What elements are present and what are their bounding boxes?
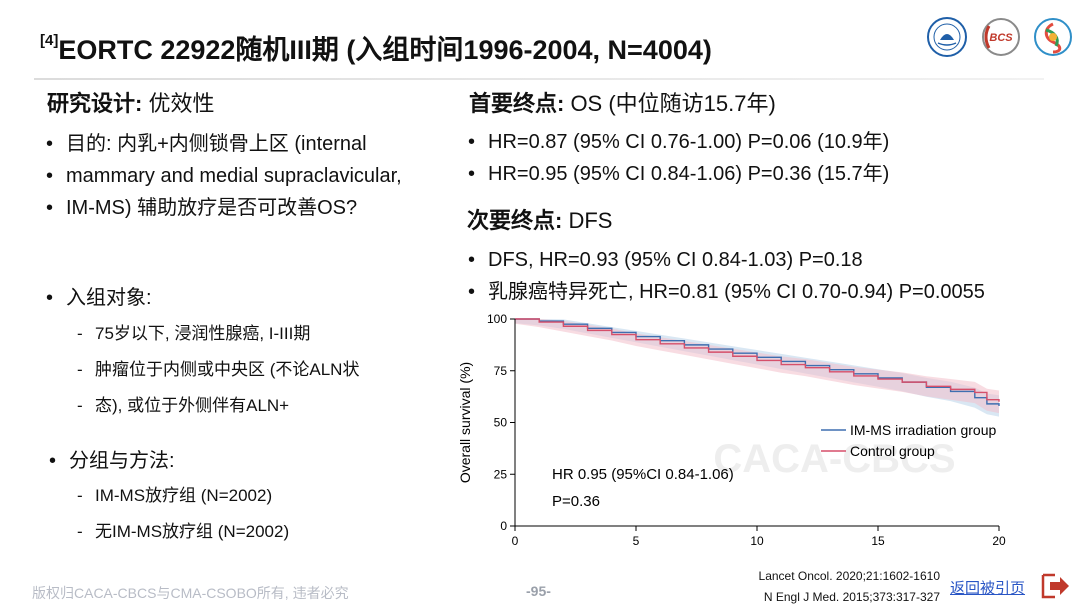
x-tick-label: 20 — [992, 534, 1006, 548]
title-citation: [4] — [40, 32, 59, 49]
y-tick-label: 0 — [500, 519, 507, 533]
population-item-cont: 态), 或位于外侧伴有ALN+ — [77, 388, 289, 424]
population-item: 肿瘤位于内侧或中央区 (不论ALN状 — [77, 352, 360, 388]
bcs-logo: BCS — [980, 16, 1022, 58]
purpose-line-3: IM-MS) 辅助放疗是否可改善OS? — [46, 192, 358, 224]
group-item: IM-MS放疗组 (N=2002) — [77, 478, 272, 514]
title-text: EORTC 22922随机III期 (入组时间1996-2004, N=4004… — [58, 35, 712, 65]
primary-label: 首要终点: — [469, 91, 565, 116]
x-tick-label: 15 — [871, 534, 885, 548]
ribbon-swirl-logo — [1032, 16, 1074, 58]
title-divider — [34, 78, 1044, 80]
chart-axes — [510, 318, 1000, 531]
x-tick-label: 0 — [512, 534, 519, 548]
purpose-line-3-text: IM-MS) 辅助放疗是否可改善OS? — [66, 197, 358, 219]
x-tick-label: 5 — [633, 534, 640, 548]
bcs-logo-text: BCS — [989, 32, 1013, 44]
secondary-endpoint-heading: 次要终点: DFS — [467, 203, 612, 235]
y-tick-label: 75 — [494, 364, 508, 378]
page-number: -95- — [526, 583, 551, 599]
primary-endpoint-heading: 首要终点: OS (中位随访15.7年) — [469, 86, 776, 118]
copyright-notice: 版权归CACA-CBCS与CMA-CSOBO所有, 违者必究 — [32, 585, 349, 601]
slide-title: [4]EORTC 22922随机III期 (入组时间1996-2004, N=4… — [40, 28, 712, 67]
chart-annotation: P=0.36 — [552, 493, 600, 510]
chart-annotation: HR 0.95 (95%CI 0.84-1.06) — [552, 466, 734, 483]
y-axis-label: Overall survival (%) — [457, 362, 473, 483]
chart-labels: CACA-CBCS 0 25 50 75 100 0 5 10 15 20 Overall survi… — [457, 312, 1006, 548]
purpose-line-1: 目的: 内乳+内侧锁骨上区 (internal — [46, 128, 367, 160]
confidence-band — [515, 319, 999, 414]
y-tick-label: 25 — [494, 467, 508, 481]
back-to-citing-page-link[interactable]: 返回被引页 — [950, 580, 1026, 597]
primary-result: HR=0.95 (95% CI 0.84-1.06) P=0.36 (15.7年… — [468, 158, 889, 190]
purpose-line-2-text: mammary and medial supraclavicular, — [66, 165, 402, 187]
reference-line: Lancet Oncol. 2020;21:1602-1610 — [758, 569, 940, 583]
legend-label: IM-MS irradiation group — [850, 422, 996, 438]
references: Lancet Oncol. 2020;21:1602-1610 N Engl J… — [700, 566, 940, 608]
secondary-value: DFS — [562, 208, 613, 233]
secondary-result: DFS, HR=0.93 (95% CI 0.84-1.03) P=0.18 — [468, 244, 863, 276]
return-arrow-icon[interactable] — [1040, 572, 1072, 600]
chart-series-lines — [515, 318, 1000, 406]
group-item: 无IM-MS放疗组 (N=2002) — [77, 514, 289, 550]
overall-survival-chart: CACA-CBCS 0 25 50 75 100 0 5 10 15 20 Overall survi… — [457, 312, 1006, 548]
primary-value: OS (中位随访15.7年) — [564, 91, 776, 116]
purpose-line-2: mammary and medial supraclavicular, — [46, 160, 402, 192]
design-heading: 研究设计: 优效性 — [47, 86, 214, 118]
primary-result: HR=0.87 (95% CI 0.76-1.00) P=0.06 (10.9年… — [468, 126, 889, 158]
chart-watermark: CACA-CBCS — [713, 437, 955, 481]
population-title: 入组对象: — [46, 282, 151, 314]
population-item: 75岁以下, 浸润性腺癌, I-III期 — [77, 316, 310, 352]
design-label: 研究设计: — [47, 91, 143, 116]
chart-confidence-bands — [515, 319, 999, 417]
x-tick-label: 10 — [750, 534, 764, 548]
groups-title: 分组与方法: — [49, 445, 174, 477]
society-seal-logo — [926, 16, 968, 58]
secondary-result: 乳腺癌特异死亡, HR=0.81 (95% CI 0.70-0.94) P=0.… — [468, 276, 985, 308]
y-tick-label: 50 — [494, 416, 508, 430]
secondary-label: 次要终点: — [467, 208, 563, 233]
survival-curve — [515, 318, 1000, 402]
y-tick-label: 100 — [487, 312, 507, 326]
reference-line: N Engl J Med. 2015;373:317-327 — [763, 590, 940, 604]
legend-label: Control group — [850, 443, 935, 459]
design-value: 优效性 — [142, 91, 215, 116]
